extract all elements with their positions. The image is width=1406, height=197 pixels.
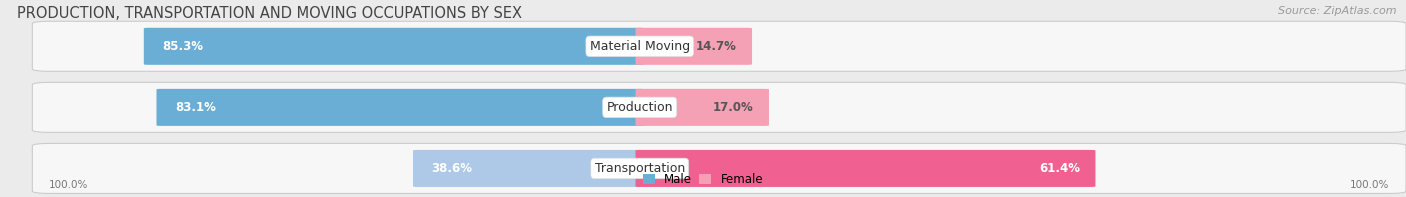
Text: 14.7%: 14.7% — [696, 40, 737, 53]
FancyBboxPatch shape — [32, 21, 1406, 71]
Text: Transportation: Transportation — [595, 162, 685, 175]
Text: 83.1%: 83.1% — [174, 101, 215, 114]
Text: 38.6%: 38.6% — [432, 162, 472, 175]
FancyBboxPatch shape — [32, 143, 1406, 193]
Text: Source: ZipAtlas.com: Source: ZipAtlas.com — [1278, 6, 1396, 16]
FancyBboxPatch shape — [636, 28, 752, 65]
Text: Material Moving: Material Moving — [589, 40, 690, 53]
Text: 17.0%: 17.0% — [713, 101, 754, 114]
Text: Production: Production — [606, 101, 673, 114]
FancyBboxPatch shape — [143, 28, 644, 65]
Legend: Male, Female: Male, Female — [638, 169, 768, 191]
Text: 100.0%: 100.0% — [49, 180, 89, 190]
FancyBboxPatch shape — [636, 89, 769, 126]
FancyBboxPatch shape — [636, 150, 1095, 187]
Text: PRODUCTION, TRANSPORTATION AND MOVING OCCUPATIONS BY SEX: PRODUCTION, TRANSPORTATION AND MOVING OC… — [17, 6, 522, 21]
FancyBboxPatch shape — [156, 89, 644, 126]
FancyBboxPatch shape — [413, 150, 644, 187]
Text: 61.4%: 61.4% — [1039, 162, 1080, 175]
Text: 85.3%: 85.3% — [162, 40, 202, 53]
FancyBboxPatch shape — [32, 82, 1406, 132]
Text: 100.0%: 100.0% — [1350, 180, 1389, 190]
